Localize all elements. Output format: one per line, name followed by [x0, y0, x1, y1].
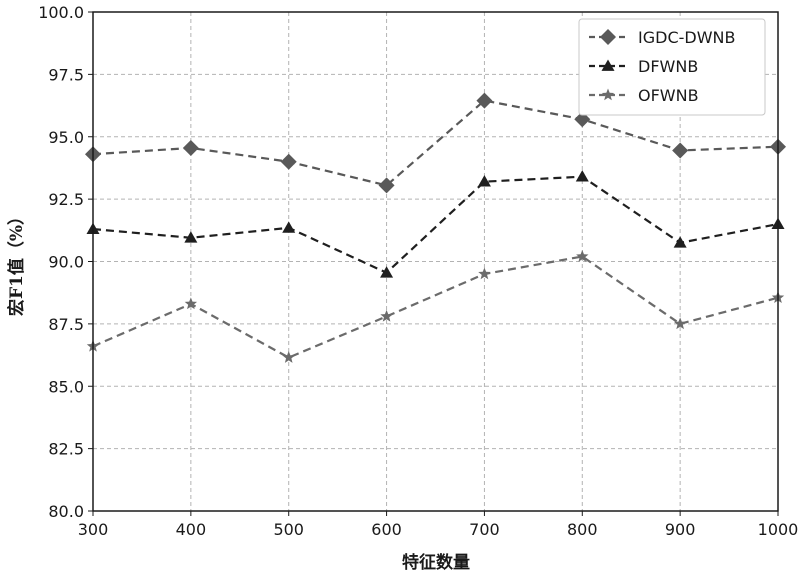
y-tick-label: 92.5 — [48, 190, 84, 209]
legend-label: OFWNB — [638, 86, 699, 105]
legend-label: DFWNB — [638, 57, 698, 76]
legend-marker — [600, 29, 616, 45]
x-tick-label: 900 — [665, 520, 696, 539]
legend-box — [578, 18, 766, 116]
data-point — [280, 153, 297, 170]
legend-item: IGDC-DWNB — [589, 28, 735, 47]
data-point — [282, 221, 296, 233]
series-layer — [85, 92, 786, 363]
legend-marker — [601, 88, 615, 101]
x-tick-label: 800 — [567, 520, 598, 539]
legend-label: IGDC-DWNB — [638, 28, 735, 47]
data-point — [380, 309, 393, 322]
data-point — [184, 297, 198, 310]
legend-item: DFWNB — [589, 57, 698, 76]
y-tick-label: 82.5 — [48, 440, 84, 459]
y-tick-label: 90.0 — [48, 253, 84, 272]
data-point — [378, 177, 395, 194]
x-tick-labels: 300 400 500 600 700 800 900 1000 — [78, 520, 799, 539]
data-point — [575, 170, 589, 182]
data-point — [673, 236, 687, 248]
data-point — [476, 92, 493, 109]
x-tick-label: 700 — [469, 520, 500, 539]
y-tick-label: 85.0 — [48, 377, 84, 396]
x-tick-label: 600 — [371, 520, 402, 539]
data-point — [672, 142, 689, 159]
x-tick-label: 500 — [273, 520, 304, 539]
y-tick-label: 87.5 — [48, 315, 84, 334]
data-point — [576, 250, 589, 262]
data-point — [282, 351, 295, 363]
legend-marker — [601, 59, 615, 71]
y-tick-label: 100.0 — [38, 3, 84, 22]
data-point — [182, 139, 199, 156]
data-point — [184, 231, 198, 243]
series-ofwnb — [86, 250, 785, 363]
x-axis-title: 特征数量 — [402, 552, 470, 573]
series-line — [92, 175, 779, 275]
series-line — [92, 255, 779, 359]
x-tick-label: 400 — [176, 520, 207, 539]
series-line — [92, 99, 779, 187]
data-point — [478, 267, 491, 280]
y-axis-title: 宏F1值（%） — [6, 208, 27, 316]
y-tick-labels: 80.0 82.5 85.0 87.5 90.0 92.5 95.0 97.5 100.0 — [38, 3, 84, 521]
legend: IGDC-DWNB DFWNB OFWNB — [578, 18, 766, 116]
data-point — [673, 317, 687, 330]
x-tick-label: 300 — [78, 520, 109, 539]
legend-item: OFWNB — [589, 86, 699, 105]
data-point — [477, 175, 491, 187]
y-tick-label: 95.0 — [48, 128, 84, 147]
plot-frame — [92, 11, 779, 512]
x-tick-label: 1000 — [758, 520, 799, 539]
y-tick-label: 97.5 — [48, 65, 84, 84]
data-point — [380, 266, 394, 278]
y-tick-label: 80.0 — [48, 502, 84, 521]
